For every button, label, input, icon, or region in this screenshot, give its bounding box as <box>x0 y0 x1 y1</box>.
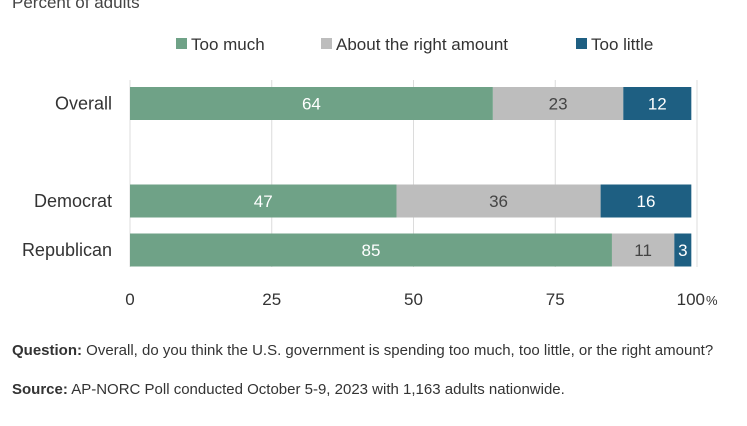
legend-swatch <box>176 38 187 49</box>
bar-segment <box>623 87 692 120</box>
data-label: 3 <box>678 241 687 260</box>
x-tick-label: 75 <box>546 290 565 309</box>
category-label: Democrat <box>34 191 112 211</box>
source-label: Source: <box>12 381 68 398</box>
bar-segment <box>600 184 692 218</box>
x-tick-label: 25 <box>262 290 281 309</box>
bar-segment <box>130 87 493 120</box>
bar-segment <box>130 233 612 267</box>
legend-swatch <box>321 38 332 49</box>
source-note: Source: AP-NORC Poll conducted October 5… <box>12 381 737 399</box>
legend-label: Too much <box>191 35 265 54</box>
data-label: 47 <box>254 192 273 211</box>
legend-label: Too little <box>591 35 653 54</box>
question-note: Question: Overall, do you think the U.S.… <box>12 342 737 360</box>
data-label: 23 <box>549 95 568 114</box>
data-label: 64 <box>302 95 321 114</box>
bar-segment <box>611 233 675 267</box>
bar-segment <box>396 184 601 218</box>
question-label: Question: <box>12 342 82 359</box>
bar-segment <box>492 87 624 120</box>
x-unit-label: % <box>706 293 718 308</box>
data-label: 85 <box>362 241 381 260</box>
source-text: AP-NORC Poll conducted October 5-9, 2023… <box>67 381 565 398</box>
legend-label: About the right amount <box>336 35 508 54</box>
x-tick-label: 0 <box>125 290 134 309</box>
stacked-bar-chart: Too much About the right amount Too little… <box>22 35 718 309</box>
question-text: Overall, do you think the U.S. governmen… <box>82 342 714 359</box>
data-label: 16 <box>637 192 656 211</box>
data-label: 11 <box>634 241 652 260</box>
x-tick-label: 100 <box>677 290 705 309</box>
x-tick-label: 50 <box>404 290 423 309</box>
category-label: Republican <box>22 240 112 260</box>
legend-swatch <box>576 38 587 49</box>
data-label: 12 <box>648 95 667 114</box>
category-label: Overall <box>55 94 112 114</box>
bar-segment <box>130 184 397 218</box>
chart-subtitle: Percent of adults <box>12 0 140 12</box>
bar-segment <box>674 233 692 267</box>
data-label: 36 <box>489 192 508 211</box>
